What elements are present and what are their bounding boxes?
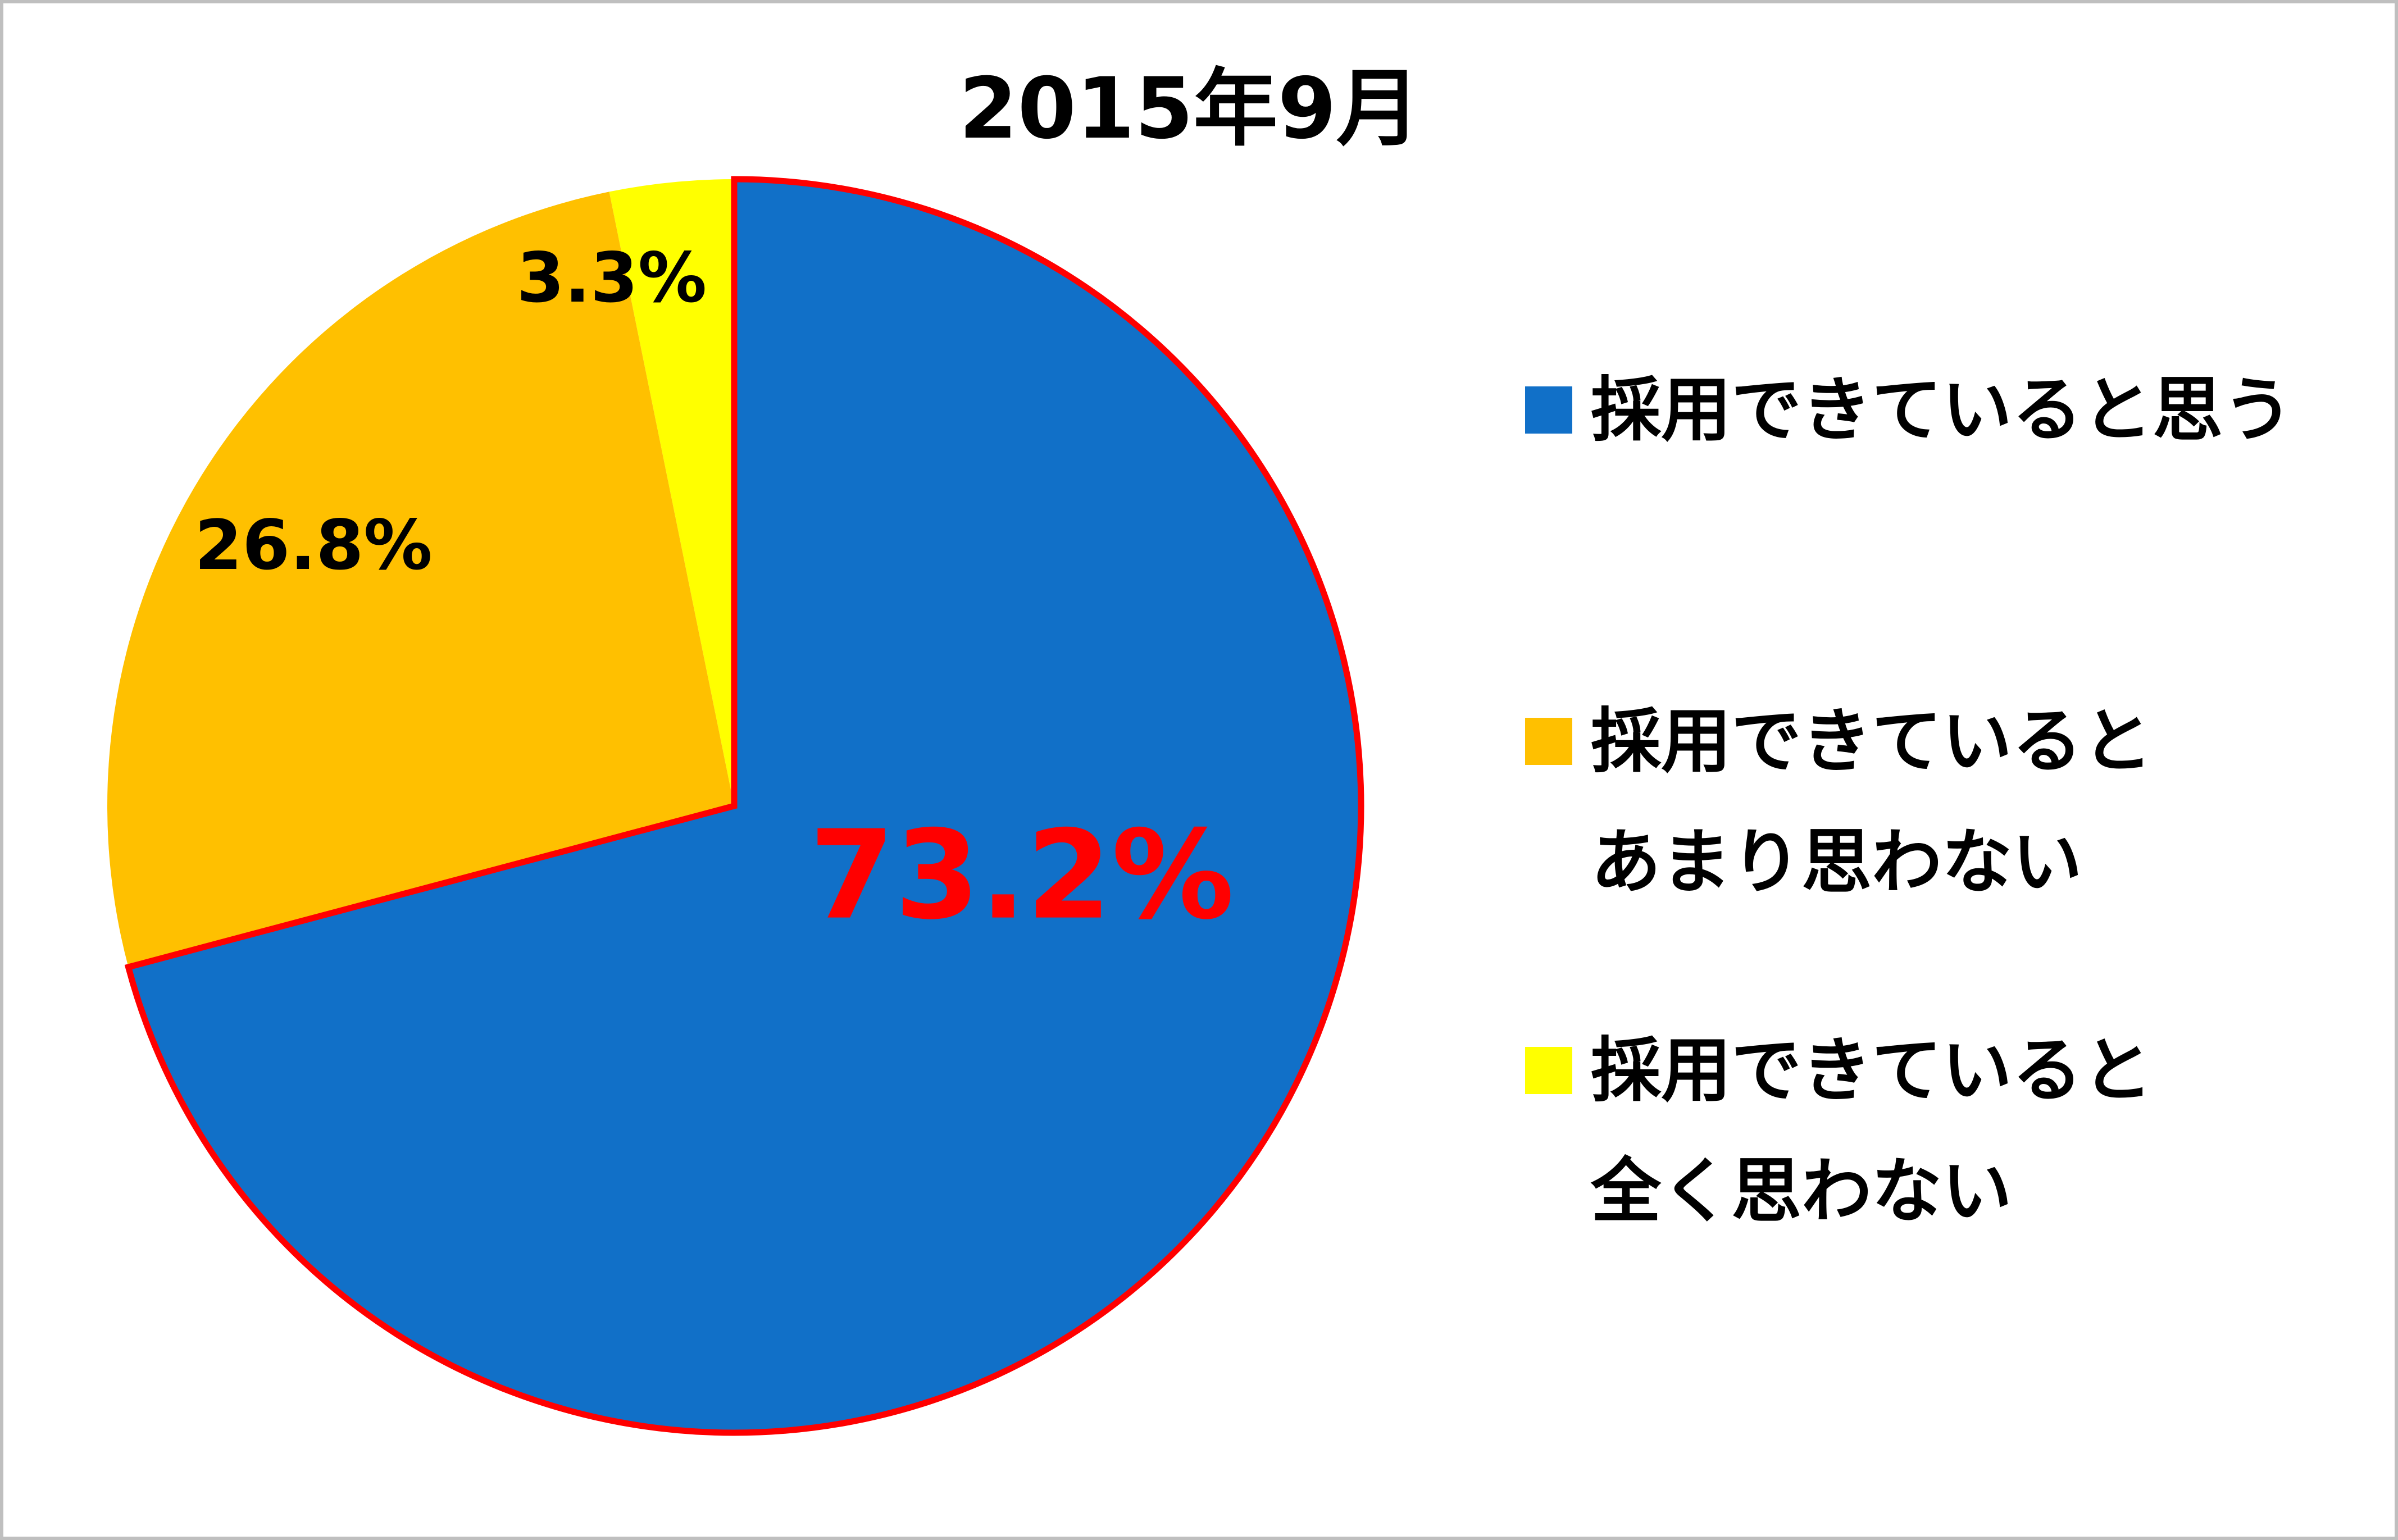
legend-label: 採用できていると あまり思わない (1591, 701, 2153, 903)
pie-slice (107, 192, 735, 967)
legend-label: 採用できていると 全く思わない (1591, 1030, 2153, 1232)
legend-swatch (1525, 1047, 1572, 1094)
pie-slice (124, 176, 1364, 1436)
legend-swatch (1525, 718, 1572, 765)
data-label: 3.3% (517, 238, 707, 318)
data-label: 26.8% (194, 505, 432, 585)
chart-title: 2015年9月 (959, 60, 1421, 158)
legend-swatch (1525, 386, 1572, 434)
data-label: 73.2% (809, 805, 1234, 947)
legend-label: 採用できていると思う (1591, 370, 2293, 451)
pie-slice (609, 179, 734, 806)
